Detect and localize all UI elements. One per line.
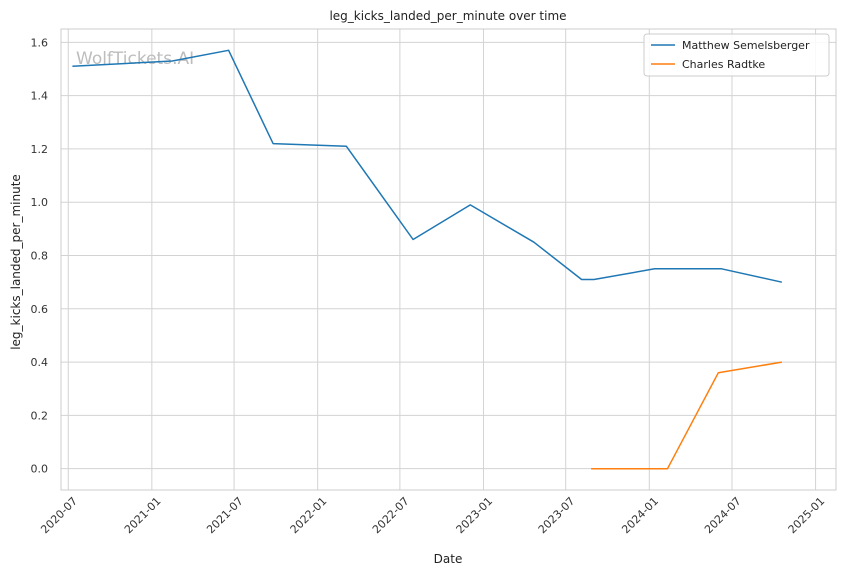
chart-title: leg_kicks_landed_per_minute over time	[329, 9, 566, 23]
series-line-matthew-semelsberger	[72, 49, 783, 283]
data-point-matthew-semelsberger	[654, 268, 656, 270]
y-axis-title: leg_kicks_landed_per_minute	[9, 174, 23, 350]
y-tick-label: 1.6	[31, 36, 49, 49]
y-tick-label: 0.2	[31, 409, 49, 422]
data-point-matthew-semelsberger	[171, 60, 173, 62]
series-line-charles-radtke	[591, 361, 783, 470]
x-axis-title: Date	[434, 552, 463, 566]
data-point-matthew-semelsberger	[228, 49, 230, 51]
data-point-matthew-semelsberger	[593, 278, 595, 280]
legend: Matthew Semelsberger Charles Radtke	[643, 33, 830, 77]
grid-layer	[61, 29, 836, 490]
data-point-charles-radtke	[590, 468, 592, 470]
data-point-matthew-semelsberger	[272, 143, 274, 145]
data-point-matthew-semelsberger	[581, 278, 583, 280]
y-tick-label: 1.2	[31, 143, 49, 156]
y-tick-label: 0.4	[31, 356, 49, 369]
data-point-matthew-semelsberger	[469, 204, 471, 206]
y-tick-label: 0.8	[31, 250, 49, 263]
legend-label-charles-radtke: Charles Radtke	[682, 58, 765, 71]
data-point-matthew-semelsberger	[345, 145, 347, 147]
plot-frame	[60, 28, 837, 491]
series-layer	[71, 49, 783, 470]
data-point-charles-radtke	[781, 361, 783, 363]
legend-box	[643, 33, 830, 77]
watermark: WolfTickets.AI	[76, 49, 194, 69]
legend-label-matthew-semelsberger: Matthew Semelsberger	[682, 39, 810, 52]
data-point-matthew-semelsberger	[412, 239, 414, 241]
data-point-matthew-semelsberger	[781, 281, 783, 283]
data-point-charles-radtke	[666, 468, 668, 470]
data-point-matthew-semelsberger	[71, 65, 73, 67]
data-point-charles-radtke	[717, 372, 719, 374]
data-point-matthew-semelsberger	[721, 268, 723, 270]
y-tick-label: 1.0	[31, 196, 49, 209]
y-tick-label: 0.0	[31, 463, 49, 476]
data-point-matthew-semelsberger	[533, 241, 535, 243]
y-tick-label: 0.6	[31, 303, 49, 316]
y-tick-label: 1.4	[31, 90, 49, 103]
